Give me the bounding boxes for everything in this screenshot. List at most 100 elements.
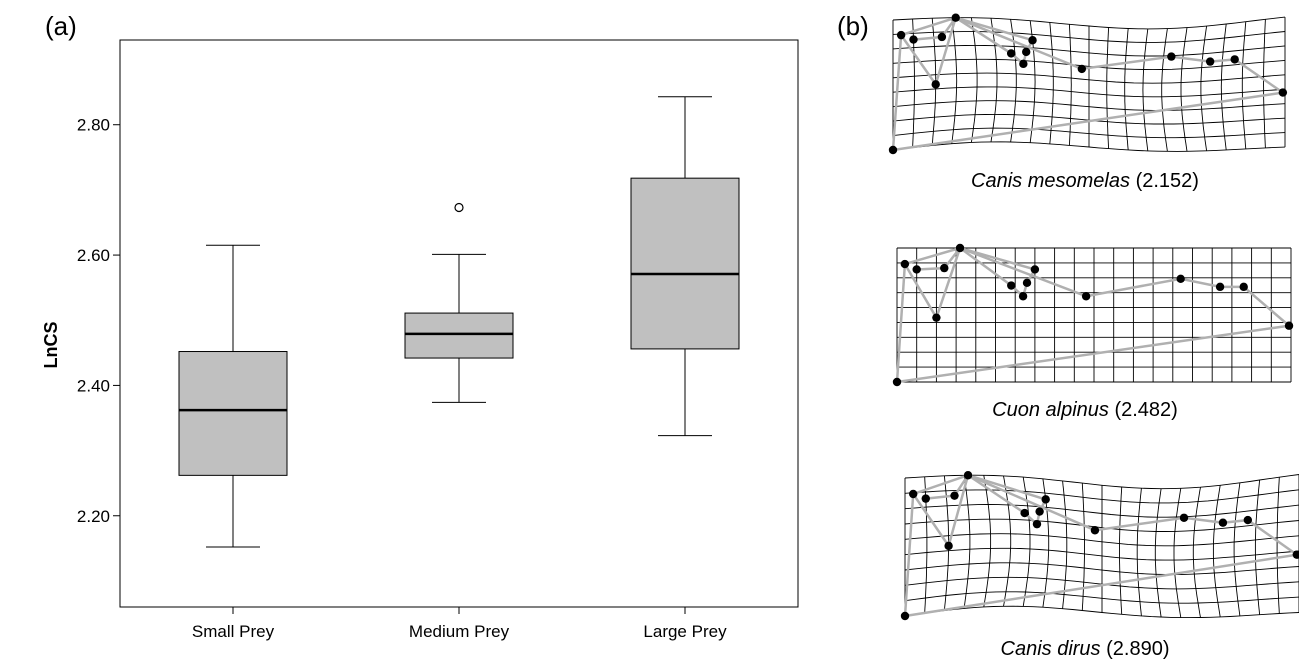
y-axis-title: LnCS	[41, 322, 61, 369]
grid-line	[904, 489, 1299, 504]
grid-line	[983, 475, 992, 607]
landmark-point	[1278, 88, 1288, 97]
landmark-point	[937, 32, 947, 42]
grid-line	[1136, 488, 1142, 616]
grid-line	[1241, 21, 1247, 149]
landmark-point	[1019, 59, 1028, 69]
landmark-point	[1028, 36, 1037, 45]
landmark-point	[1021, 47, 1031, 57]
landmark-point	[940, 263, 949, 273]
boxes	[178, 96, 740, 548]
box-plot: 2.20 2.40 2.60 2.80 Small Prey Medium Prey La…	[41, 39, 799, 641]
landmark-point	[1167, 52, 1176, 61]
landmark-link	[916, 266, 945, 271]
species-name: Canis dirus	[1001, 638, 1101, 660]
landmark-point	[909, 35, 918, 44]
landmark-point	[1032, 519, 1042, 529]
grid-line	[1220, 23, 1227, 150]
x-tick-label: Medium Prey	[409, 622, 510, 641]
grid-caption: Canis mesomelas (2.152)	[971, 170, 1199, 192]
grid-line	[1180, 27, 1188, 152]
grid-line	[990, 18, 998, 142]
landmark-point	[931, 80, 940, 89]
landmark-point	[921, 494, 930, 503]
landmark-point	[963, 471, 973, 480]
grid-line	[892, 44, 1286, 57]
landmark-point	[900, 611, 910, 621]
landmark-point	[900, 259, 910, 269]
grid-line	[904, 518, 1299, 532]
landmark-point	[1176, 274, 1185, 284]
grid-line	[1022, 477, 1031, 607]
deformation-grid-2: Canis dirus (2.890)	[900, 471, 1299, 660]
grid-line	[1212, 485, 1221, 617]
landmark-link	[913, 35, 943, 41]
grid-caption: Canis dirus (2.890)	[1001, 638, 1170, 660]
grid-line	[1062, 480, 1068, 609]
landmark-point	[1292, 550, 1299, 559]
landmark-point	[932, 313, 941, 322]
landmark-link	[912, 493, 950, 547]
grid-line	[892, 141, 1286, 152]
landmark-link	[955, 16, 1012, 55]
landmark-link	[935, 247, 962, 319]
box-2	[630, 96, 740, 437]
landmark-point	[1090, 526, 1100, 535]
landmark-point	[1239, 282, 1248, 292]
grid-line	[892, 58, 1286, 71]
landmark-point	[888, 145, 898, 155]
landmark-point	[1020, 508, 1029, 518]
grid-line	[904, 591, 1299, 604]
y-axis-ticks: 2.20 2.40 2.60 2.80	[77, 116, 120, 526]
landmark-point	[1007, 281, 1016, 290]
outlier-point	[454, 202, 464, 213]
iqr-box	[630, 177, 740, 350]
grid-caption: Cuon alpinus (2.482)	[992, 399, 1178, 421]
grid-line	[1124, 28, 1129, 150]
grid-line	[904, 547, 1299, 561]
landmark-point	[1205, 57, 1215, 66]
grid-line	[1154, 488, 1162, 618]
grid-line	[892, 72, 1286, 84]
species-name: Cuon alpinus	[992, 399, 1109, 421]
y-tick-label: 2.40	[77, 376, 110, 395]
grid-line	[1068, 24, 1072, 146]
grid-line	[970, 17, 978, 143]
landmark-link	[900, 34, 937, 86]
landmark-point	[1018, 292, 1028, 301]
landmark-point	[1230, 55, 1239, 64]
landmark-point	[912, 265, 921, 274]
grid-line	[892, 100, 1286, 111]
grid-line	[1200, 26, 1208, 151]
grid-line	[1192, 487, 1201, 618]
landmark-point	[1022, 278, 1032, 288]
grid-line	[1173, 488, 1182, 618]
grid-line	[963, 475, 971, 609]
deformation-grid-1: Cuon alpinus (2.482)	[892, 243, 1294, 421]
landmark-point	[896, 30, 906, 40]
landmark-link	[967, 474, 1026, 515]
grid-line	[1276, 477, 1280, 614]
landmark-link	[925, 494, 955, 500]
landmark-link	[959, 246, 1012, 287]
landmark-link	[934, 17, 957, 85]
x-axis-labels: Small Prey Medium Prey Large Prey	[192, 607, 727, 641]
grid-line	[904, 562, 1299, 575]
landmark-point	[909, 489, 918, 499]
landmark-point	[955, 243, 965, 253]
species-value: (2.152)	[1136, 170, 1199, 192]
grid-line	[1010, 19, 1017, 143]
species-name: Canis mesomelas	[971, 170, 1130, 192]
grid-line	[1106, 27, 1110, 149]
landmark-point	[1035, 507, 1044, 516]
landmark-point	[1081, 292, 1091, 301]
x-tick-label: Small Prey	[192, 622, 275, 641]
landmark-point	[1179, 513, 1189, 522]
grid-line	[892, 86, 1286, 98]
grid-line	[1254, 479, 1261, 615]
species-value: (2.890)	[1106, 638, 1169, 660]
grid-line	[1161, 28, 1168, 152]
landmark-link	[955, 16, 1033, 42]
grid-line	[1142, 28, 1149, 151]
